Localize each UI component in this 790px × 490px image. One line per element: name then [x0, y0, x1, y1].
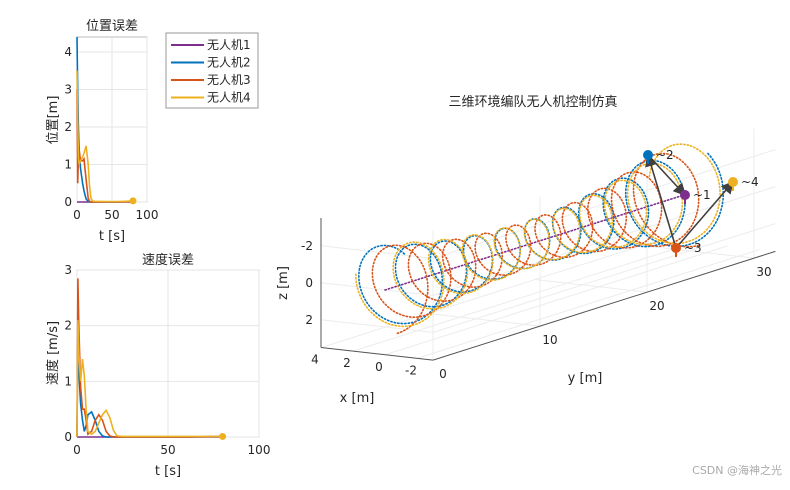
x-tick-label: 0: [73, 208, 81, 222]
x-tick-label: 50: [160, 443, 175, 457]
watermark: CSDN @海神之光: [692, 464, 782, 477]
position-error-plot: 0 50 100 0 1 2 3 4 位置误差 t [s] 位置[m]: [46, 19, 158, 244]
legend-label: 无人机4: [207, 91, 251, 105]
grid-line: [320, 282, 434, 296]
uav-label: ~3: [684, 241, 702, 255]
legend-label: 无人机2: [207, 56, 251, 70]
formation-edge: [645, 153, 677, 249]
trajectory-无人机4: [355, 143, 721, 328]
y-tick-label: 0: [64, 430, 72, 444]
z-tick-label: 2: [305, 313, 313, 327]
grid-line: [320, 245, 434, 259]
x-tick-label: 2: [343, 356, 351, 370]
grid-line: [641, 245, 755, 259]
legend: 无人机1 无人机2 无人机3 无人机4: [165, 32, 259, 109]
uav-label: ~2: [656, 148, 674, 162]
grid-line: [352, 241, 696, 352]
y-tick-label: 4: [64, 45, 72, 59]
series-line-无人机4: [76, 320, 223, 438]
y-axis-label: 速度 [m/s]: [45, 321, 61, 385]
legend-label: 无人机3: [207, 73, 251, 87]
y-tick-label: 3: [64, 263, 72, 277]
x-tick-label: 0: [375, 360, 383, 374]
grid-line: [534, 279, 648, 293]
y-axis-label: y [m]: [568, 371, 603, 386]
plot-title: 速度误差: [142, 252, 194, 268]
y-tick-label: 0: [64, 195, 72, 209]
y-tick-label: 2: [64, 319, 72, 333]
y-axis-line: [432, 250, 776, 361]
y-axis-label: 位置[m]: [46, 96, 61, 145]
x-axis-label: x [m]: [340, 391, 375, 406]
x-tick-label: 50: [104, 208, 119, 222]
x-axis-label: t [s]: [155, 464, 181, 479]
grid-line: [384, 245, 728, 356]
x-tick-label: 100: [136, 208, 159, 222]
x-tick-label: 0: [73, 443, 81, 457]
grid-line: [416, 249, 760, 359]
uav-label: ~1: [693, 188, 711, 202]
formation-edge: [675, 180, 735, 249]
legend-label: 无人机1: [207, 38, 251, 52]
y-tick-label: 2: [64, 120, 72, 134]
plot-title: 位置误差: [86, 19, 138, 34]
plot-title: 三维环境编队无人机控制仿真: [448, 95, 617, 110]
x-axis-label: t [s]: [99, 229, 125, 244]
y-tick-label: 20: [649, 299, 664, 313]
z-tick-label: -2: [301, 239, 313, 253]
y-tick-label: 1: [64, 158, 72, 172]
z-axis-label: z [m]: [276, 266, 291, 300]
y-tick-label: 1: [64, 374, 72, 388]
x-tick-label: 100: [248, 443, 271, 457]
velocity-error-plot: 0 50 100 0 1 2 3 速度误差 t [s] 速度 [m/s]: [45, 252, 270, 479]
uav-label: ~4: [741, 175, 759, 189]
x-tick-label: -2: [405, 363, 417, 377]
grid-line: [427, 313, 541, 327]
grid-line: [320, 319, 434, 333]
grid-line: [432, 223, 776, 333]
end-marker: [129, 197, 137, 205]
end-marker: [219, 432, 227, 440]
trajectory-无人机3: [371, 152, 700, 335]
z-tick-label: 0: [305, 276, 313, 290]
y-tick-label: 10: [542, 333, 557, 347]
series-line-无人机4: [76, 70, 134, 203]
x-axis-line: [320, 347, 434, 361]
y-tick-label: 0: [439, 367, 447, 381]
grid-line: [320, 238, 664, 349]
x-tick-label: 4: [311, 353, 319, 367]
y-tick-label: 3: [64, 83, 72, 97]
y-tick-label: 30: [756, 265, 771, 279]
